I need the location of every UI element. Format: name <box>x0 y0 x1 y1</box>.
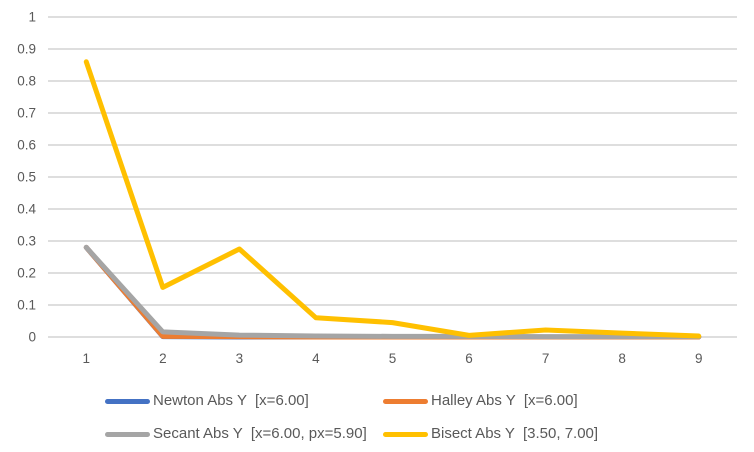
y-axis-tick-label: 0.9 <box>17 42 36 57</box>
legend-marker-bisect <box>383 431 428 437</box>
legend-label-halley: Halley Abs Y [x=6.00] <box>431 392 578 409</box>
legend-label-secant: Secant Abs Y [x=6.00, px=5.90] <box>153 425 367 442</box>
legend-item-newton: Newton Abs Y [x=6.00] <box>105 391 383 411</box>
x-axis-tick-label: 4 <box>312 351 320 366</box>
y-axis-tick-label: 1 <box>28 10 36 25</box>
x-axis-tick-label: 5 <box>389 351 397 366</box>
y-axis-tick-label: 0.6 <box>17 138 36 153</box>
plot-area: 0 0.1 0.2 0.3 0.4 0.5 0.6 0.7 0.8 0.9 1 1 2 3 4 5 6 7 8 9 <box>17 10 737 366</box>
y-axis-tick-label: 0.4 <box>17 202 36 217</box>
x-axis-tick-label: 8 <box>618 351 626 366</box>
series-line-secant <box>83 244 702 340</box>
x-axis-tick-label: 6 <box>465 351 473 366</box>
legend-marker-secant <box>105 431 150 437</box>
legend-item-halley: Halley Abs Y [x=6.00] <box>383 391 598 411</box>
y-axis-tick-label: 0.2 <box>17 266 36 281</box>
legend-label-bisect: Bisect Abs Y [3.50, 7.00] <box>431 425 599 442</box>
x-axis-tick-label: 2 <box>159 351 167 366</box>
x-axis-tick-label: 3 <box>236 351 244 366</box>
x-axis-tick-label: 1 <box>83 351 91 366</box>
legend-marker-newton <box>105 398 150 404</box>
legend-marker-halley <box>383 398 428 404</box>
x-axis-tick-label: 7 <box>542 351 550 366</box>
y-axis-tick-label: 0.1 <box>17 298 36 313</box>
chart-legend: Newton Abs Y [x=6.00] Halley Abs Y [x=6.0… <box>105 391 598 444</box>
legend-item-secant: Secant Abs Y [x=6.00, px=5.90] <box>105 424 383 444</box>
y-axis-tick-label: 0.8 <box>17 74 36 89</box>
y-axis-tick-label: 0.5 <box>17 170 36 185</box>
legend-item-bisect: Bisect Abs Y [3.50, 7.00] <box>383 424 598 444</box>
x-axis-tick-label: 9 <box>695 351 703 366</box>
y-axis-tick-label: 0 <box>28 330 36 345</box>
y-axis-tick-label: 0.3 <box>17 234 36 249</box>
series-line-bisect <box>83 59 702 339</box>
legend-label-newton: Newton Abs Y [x=6.00] <box>153 392 309 409</box>
y-axis-tick-label: 0.7 <box>17 106 36 121</box>
